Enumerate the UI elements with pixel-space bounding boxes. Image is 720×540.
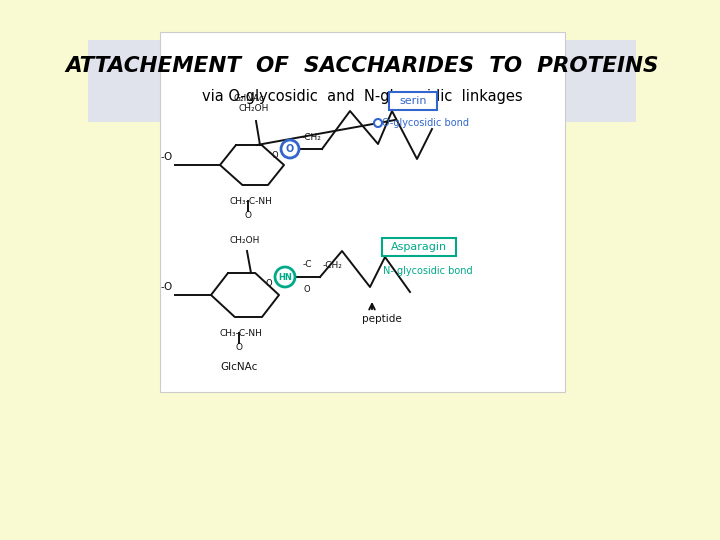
Text: -CH₂: -CH₂ (302, 133, 322, 142)
Text: serin: serin (400, 96, 427, 106)
Text: CH₃-C-NH: CH₃-C-NH (220, 328, 263, 338)
Text: N- glycosidic bond: N- glycosidic bond (383, 266, 472, 276)
Text: -C: -C (302, 260, 312, 269)
Text: Asparagin: Asparagin (391, 242, 447, 252)
Text: GlcNAc: GlcNAc (220, 362, 257, 372)
Text: -O: -O (161, 152, 173, 162)
Text: peptide: peptide (362, 314, 402, 324)
Text: O: O (304, 285, 310, 294)
FancyBboxPatch shape (389, 92, 437, 110)
Circle shape (374, 119, 382, 127)
Circle shape (275, 267, 295, 287)
Text: via O-glycosidic  and  N-glycosidic  linkages: via O-glycosidic and N-glycosidic linkag… (202, 90, 522, 105)
FancyBboxPatch shape (88, 40, 636, 122)
Circle shape (281, 140, 299, 158)
Text: O: O (271, 151, 278, 159)
Text: O-glycosidic bond: O-glycosidic bond (382, 118, 469, 128)
FancyBboxPatch shape (160, 32, 565, 392)
Text: ATTACHEMENT  OF  SACCHARIDES  TO  PROTEINS: ATTACHEMENT OF SACCHARIDES TO PROTEINS (66, 56, 659, 76)
Text: CH₂OH: CH₂OH (239, 104, 269, 113)
Text: HN: HN (278, 273, 292, 281)
Text: -O: -O (161, 282, 173, 292)
Text: CH₃-C-NH: CH₃-C-NH (230, 197, 273, 206)
Text: -CH₂: -CH₂ (323, 261, 343, 270)
Text: O: O (286, 144, 294, 154)
Text: CH₂OH: CH₂OH (230, 236, 260, 245)
Text: G₂lNAc: G₂lNAc (234, 94, 265, 103)
FancyBboxPatch shape (382, 238, 456, 256)
Text: O: O (235, 342, 243, 352)
Text: O: O (245, 211, 251, 219)
Text: O: O (266, 280, 272, 288)
